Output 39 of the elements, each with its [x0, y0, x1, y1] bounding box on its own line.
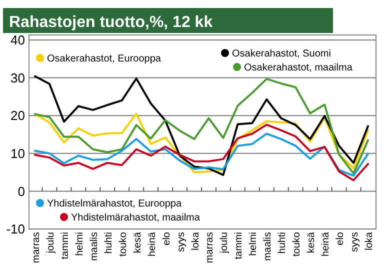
x-tick-label: loka	[364, 232, 375, 250]
y-tick-label: 20	[10, 108, 25, 124]
chart-title: Rahastojen tuotto,%, 12 kk	[9, 14, 213, 31]
y-tick-label: 0	[18, 184, 25, 199]
x-tick-label: syys	[350, 232, 361, 252]
line-series	[34, 132, 369, 177]
x-tick-label: maalis	[88, 232, 100, 261]
x-tick-label: syys	[176, 232, 187, 252]
x-tick-label: joulu	[45, 232, 56, 254]
legend-label: Osakerahastot, maailma	[244, 62, 353, 74]
x-tick-label: joulu	[219, 232, 230, 254]
line-series	[34, 112, 369, 174]
x-tick-label: elo	[161, 232, 172, 246]
x-tick-label: elo	[335, 232, 346, 246]
x-tick-label: marras	[204, 232, 216, 264]
x-tick-label: kesä	[132, 232, 144, 254]
x-tick-label: helmi	[248, 232, 260, 256]
x-tick-label: helmi	[74, 232, 86, 256]
x-tick-label: tammi	[234, 232, 245, 260]
x-tick-label: heinä	[320, 232, 332, 256]
x-tick-label: huhti	[103, 232, 114, 254]
line-series	[34, 124, 369, 182]
legend-label: Osakerahastot, Eurooppa	[47, 54, 162, 64]
x-tick-label: huhti	[277, 232, 288, 254]
y-tick-label: 10	[10, 146, 25, 161]
x-tick-label: kesä	[306, 232, 318, 254]
x-tick-label: heinä	[146, 232, 158, 256]
y-tick-label: -10	[6, 222, 25, 237]
y-tick-label: 30	[10, 70, 25, 86]
x-tick-label: maalis	[262, 232, 274, 261]
legend-label: Yhdistelmärahastot, Eurooppa	[47, 198, 182, 210]
y-tick-label: 40	[10, 32, 25, 48]
legend-label: Osakerahastot, Suomi	[232, 48, 331, 60]
x-tick-label: loka	[190, 232, 202, 250]
x-tick-label: marras	[31, 232, 42, 264]
x-tick-label: touko	[118, 232, 129, 256]
x-tick-label: tammi	[60, 232, 71, 260]
x-tick-label: touko	[292, 232, 303, 256]
legend-label: Yhdistelmärahastot, maailma	[71, 212, 200, 224]
